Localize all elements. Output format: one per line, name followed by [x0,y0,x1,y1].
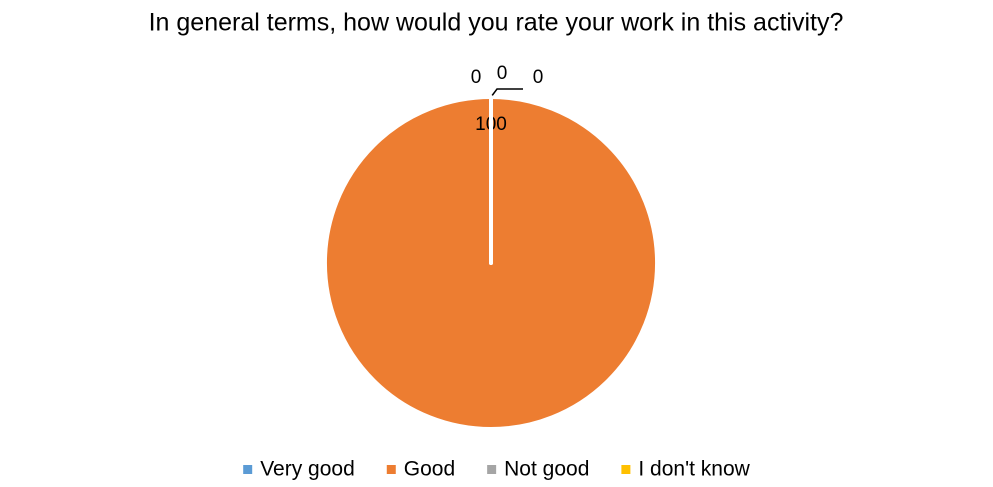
legend-swatch [621,465,631,474]
legend-label: Good [404,458,455,481]
legend-swatch [487,465,497,474]
data-label: 0 [533,67,544,88]
legend-label: I don't know [638,458,750,481]
chart-title: In general terms, how would you rate you… [149,9,844,37]
legend-label: Not good [504,458,589,481]
legend-swatch [243,465,253,474]
data-label: 0 [471,67,482,88]
leader-line [490,88,523,98]
legend-label: Very good [260,458,355,481]
legend-swatch [386,465,396,474]
data-label: 0 [497,63,508,84]
